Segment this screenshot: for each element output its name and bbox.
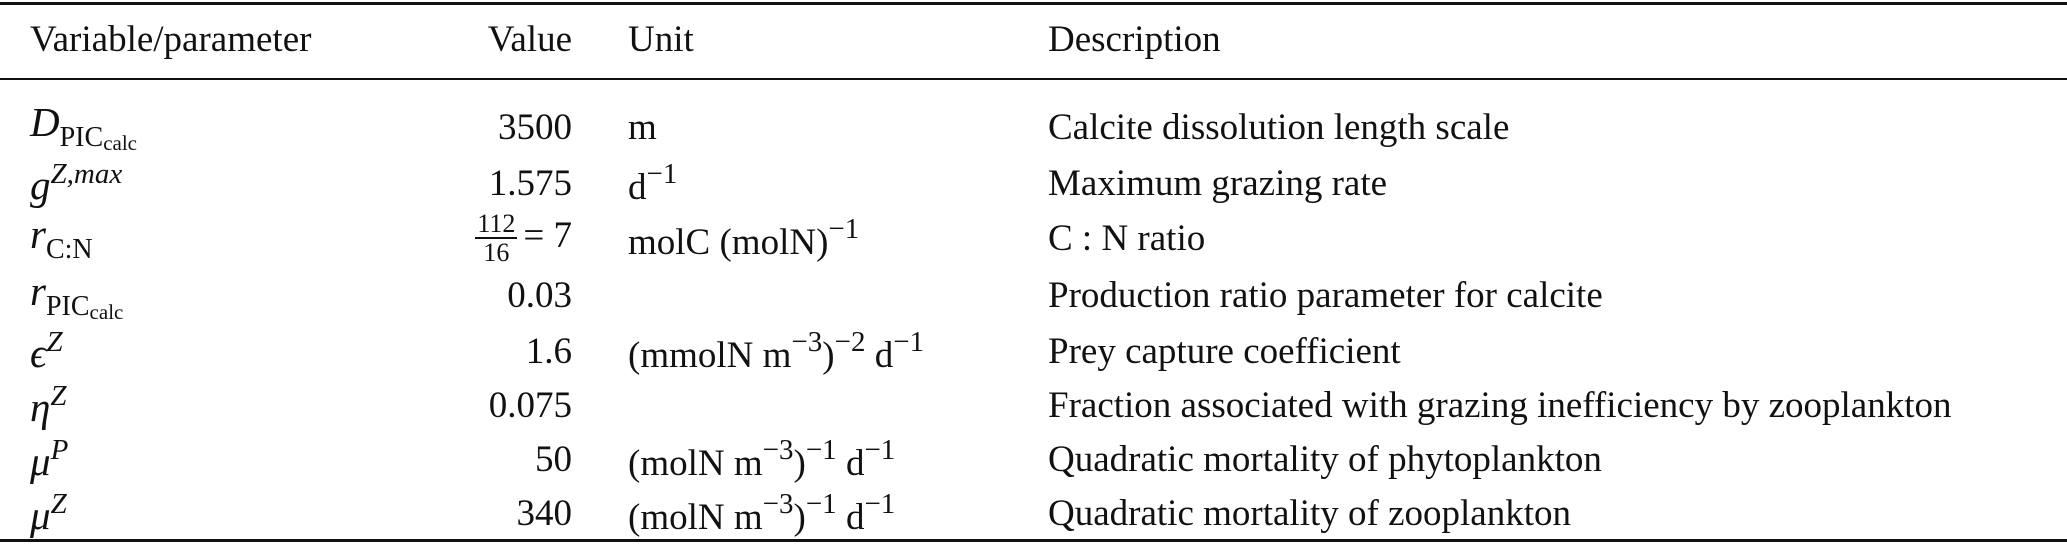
value-cell: 0.075 xyxy=(488,385,572,427)
variable-symbol: rC:N xyxy=(30,211,93,266)
value-cell: 50 xyxy=(535,439,572,481)
bottom-rule xyxy=(0,539,2067,542)
variable-symbol: ηZ xyxy=(30,380,67,431)
description-cell: Quadratic mortality of phytoplankton xyxy=(1048,439,1602,481)
unit-cell: (mmolN m−3)−2 d−1 xyxy=(628,326,925,377)
table-row: ηZ 0.075 Fraction associated with grazin… xyxy=(0,379,2067,433)
unit-cell: d−1 xyxy=(628,157,678,208)
description-cell: Maximum grazing rate xyxy=(1048,162,1388,204)
table-row: ϵZ 1.6 (mmolN m−3)−2 d−1 Prey capture co… xyxy=(0,325,2067,379)
table-row: μP 50 (molN m−3)−1 d−1 Quadratic mortali… xyxy=(0,433,2067,487)
variable-symbol: μZ xyxy=(30,488,67,539)
description-cell: Quadratic mortality of zooplankton xyxy=(1048,493,1571,535)
unit-cell: molC (molN)−1 xyxy=(628,212,860,263)
description-cell: Production ratio parameter for calcite xyxy=(1048,275,1603,317)
value-cell: 1.575 xyxy=(488,162,572,204)
unit-cell xyxy=(628,379,1048,433)
header-unit: Unit xyxy=(628,18,694,60)
top-rule xyxy=(0,2,2067,5)
description-cell: Calcite dissolution length scale xyxy=(1048,106,1510,148)
value-cell: 112 16 = 7 xyxy=(475,209,572,268)
variable-symbol: rPICcalc xyxy=(30,267,124,324)
value-cell: 3500 xyxy=(498,106,572,148)
description-cell: C : N ratio xyxy=(1048,217,1206,259)
table-row: rC:N 112 16 = 7 molC (molN)−1 C : N ratio xyxy=(0,210,2067,267)
header-rule xyxy=(0,78,2067,80)
header-row: Variable/parameter Value Unit Descriptio… xyxy=(0,0,2067,78)
variable-symbol: ϵZ xyxy=(30,326,63,377)
variable-symbol: μP xyxy=(30,434,69,485)
table-row: rPICcalc 0.03 Production ratio parameter… xyxy=(0,267,2067,325)
value-cell: 1.6 xyxy=(525,331,572,373)
header-variable: Variable/parameter xyxy=(30,18,312,60)
table-row: μZ 340 (molN m−3)−1 d−1 Quadratic mortal… xyxy=(0,487,2067,541)
description-cell: Prey capture coefficient xyxy=(1048,331,1401,373)
unit-cell xyxy=(628,267,1048,325)
unit-cell: (molN m−3)−1 d−1 xyxy=(628,434,896,485)
header-value: Value xyxy=(487,18,572,60)
description-cell: Fraction associated with grazing ineffic… xyxy=(1048,385,1952,427)
table-row: gZ,max 1.575 d−1 Maximum grazing rate xyxy=(0,156,2067,210)
variable-symbol: gZ,max xyxy=(30,157,123,208)
unit-cell: m xyxy=(628,106,657,148)
value-fraction: 112 16 xyxy=(475,209,518,268)
value-cell: 340 xyxy=(516,493,573,535)
table-row: DPICcalc 3500 m Calcite dissolution leng… xyxy=(0,78,2067,156)
variable-symbol: DPICcalc xyxy=(30,99,137,155)
unit-cell: (molN m−3)−1 d−1 xyxy=(628,488,896,539)
header-description: Description xyxy=(1048,18,1221,60)
value-cell: 0.03 xyxy=(507,275,572,317)
